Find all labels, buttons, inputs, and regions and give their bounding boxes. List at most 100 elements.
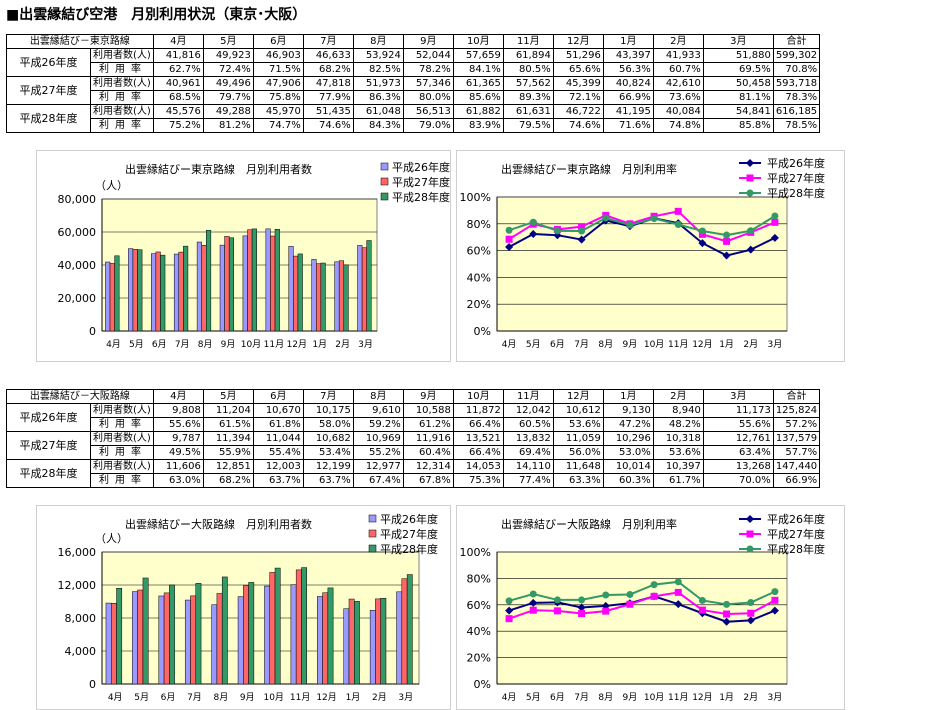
users-label-cell: 利用者数(人) bbox=[90, 104, 154, 119]
legend-label: 平成26年度 bbox=[767, 156, 825, 170]
x-tick-label: 5月 bbox=[526, 692, 541, 703]
bar-平成27年度 bbox=[109, 263, 115, 332]
data-point bbox=[747, 227, 755, 235]
users-value-cell: 51,880 bbox=[702, 48, 774, 63]
x-tick-label: 11月 bbox=[668, 339, 688, 350]
y-tick-label: 8,000 bbox=[65, 612, 97, 625]
users-value-cell: 12,761 bbox=[702, 431, 774, 446]
month-header-cell: 12月 bbox=[552, 389, 604, 404]
data-point bbox=[770, 233, 779, 242]
series-line-平成28年度 bbox=[508, 215, 776, 237]
rate-value-cell: 79.5% bbox=[502, 118, 554, 133]
series-line-平成27年度 bbox=[508, 591, 776, 620]
rate-label-cell: 利用率 bbox=[90, 473, 154, 488]
x-tick-label: 8月 bbox=[214, 692, 229, 703]
rate-value-cell: 68.2% bbox=[302, 62, 354, 77]
rate-value-cell: 77.9% bbox=[302, 90, 354, 105]
users-value-cell: 12,314 bbox=[402, 459, 454, 474]
bar-平成26年度 bbox=[334, 261, 340, 332]
data-point bbox=[722, 251, 731, 260]
data-point bbox=[529, 218, 537, 226]
users-label-cell: 利用者数(人) bbox=[90, 403, 154, 418]
data-point bbox=[674, 588, 682, 596]
table-row: 平成26年度 利用者数(人) 41,816 49,923 46,903 46,633 53,… bbox=[6, 48, 821, 77]
rate-value-cell: 66.9% bbox=[772, 473, 821, 488]
bar-平成26年度 bbox=[211, 604, 218, 685]
data-point bbox=[723, 237, 731, 245]
rate-value-cell: 85.8% bbox=[702, 118, 774, 133]
users-value-cell: 57,659 bbox=[452, 48, 504, 63]
users-label-cell: 利用者数(人) bbox=[90, 48, 154, 63]
month-header-cell: 10月 bbox=[452, 389, 504, 404]
bar-平成27年度 bbox=[322, 592, 329, 685]
bar-平成26年度 bbox=[196, 241, 202, 332]
data-point bbox=[698, 606, 706, 614]
table-header-row: 出雲縁結び－大阪路線 4月 5月 6月 7月 8月 9月 10月 11月 12月 1月 2月 3月 合計 bbox=[6, 389, 821, 404]
y-tick-label: 40% bbox=[467, 625, 491, 638]
bar-平成27年度 bbox=[270, 235, 276, 332]
table-header-row: 出雲縁結び－東京路線 4月 5月 6月 7月 8月 9月 10月 11月 12月 1月 2月 3月 合計 bbox=[6, 34, 821, 49]
rate-value-cell: 63.7% bbox=[302, 473, 354, 488]
data-point bbox=[698, 227, 706, 235]
x-tick-label: 7月 bbox=[175, 339, 190, 350]
y-tick-label: 12,000 bbox=[58, 579, 97, 592]
data-point bbox=[650, 581, 658, 589]
bar-平成28年度 bbox=[274, 229, 280, 332]
bar-平成27年度 bbox=[163, 592, 170, 685]
rate-value-cell: 68.5% bbox=[152, 90, 204, 105]
total-header-cell: 合計 bbox=[772, 389, 821, 404]
users-value-cell: 10,682 bbox=[302, 431, 354, 446]
x-tick-label: 12月 bbox=[692, 339, 712, 350]
bar-平成27年度 bbox=[401, 578, 408, 685]
legend-marker bbox=[746, 159, 754, 167]
legend-label: 平成26年度 bbox=[392, 160, 450, 174]
bar-平成26年度 bbox=[219, 244, 225, 332]
users-value-cell: 61,882 bbox=[452, 104, 504, 119]
bar-平成26年度 bbox=[357, 245, 363, 332]
x-tick-label: 8月 bbox=[198, 339, 213, 350]
data-point bbox=[529, 229, 538, 238]
x-tick-label: 5月 bbox=[134, 692, 149, 703]
data-point bbox=[553, 607, 561, 615]
legend-swatch bbox=[380, 192, 389, 201]
users-value-cell: 43,397 bbox=[602, 48, 654, 63]
rate-value-cell: 86.3% bbox=[352, 90, 404, 105]
users-value-cell: 49,288 bbox=[202, 104, 254, 119]
x-tick-label: 1月 bbox=[312, 339, 327, 350]
rate-value-cell: 74.6% bbox=[552, 118, 604, 133]
users-value-cell: 9,610 bbox=[352, 403, 404, 418]
users-value-cell: 11,204 bbox=[202, 403, 254, 418]
chart-title: 出雲縁結びー大阪路線 月別利用者数 bbox=[125, 517, 312, 531]
tokyo-route-table: 出雲縁結び－東京路線 4月 5月 6月 7月 8月 9月 10月 11月 12月 1月 2月 3月 合計平… bbox=[6, 34, 821, 133]
rate-value-cell: 69.5% bbox=[702, 62, 774, 77]
bar-平成27年度 bbox=[224, 236, 230, 332]
data-point bbox=[650, 215, 658, 223]
users-value-cell: 10,397 bbox=[652, 459, 704, 474]
y-tick-label: 40% bbox=[467, 271, 491, 284]
x-tick-label: 4月 bbox=[502, 339, 517, 350]
total-header-cell: 合計 bbox=[772, 34, 821, 49]
table-row: 平成27年度 利用者数(人) 9,787 11,394 11,044 10,682 10,9… bbox=[6, 431, 821, 460]
users-value-cell: 40,824 bbox=[602, 76, 654, 91]
y-tick-label: 0% bbox=[474, 325, 491, 338]
data-point bbox=[746, 616, 755, 625]
rate-value-cell: 60.4% bbox=[402, 445, 454, 460]
data-point bbox=[505, 606, 514, 615]
x-tick-label: 12月 bbox=[316, 692, 336, 703]
x-tick-label: 2月 bbox=[743, 692, 758, 703]
users-value-cell: 49,496 bbox=[202, 76, 254, 91]
osaka-rate-chart: 0% 20% 40% 60% 80% 100% 4月 5月 6月 7月 8月 9月 10月 11月 12月 1… bbox=[456, 505, 845, 710]
chart-title: 出雲縁結びー東京路線 月別利用率 bbox=[501, 162, 677, 176]
y-tick-label: 0% bbox=[474, 678, 491, 691]
rate-value-cell: 55.2% bbox=[352, 445, 404, 460]
tokyo-rate-chart-svg: 0% 20% 40% 60% 80% 100% 4月 5月 6月 7月 8月 9月 10月 11月 12月 1… bbox=[460, 156, 825, 350]
data-point bbox=[771, 218, 779, 226]
data-point bbox=[747, 599, 755, 607]
x-tick-label: 1月 bbox=[346, 692, 361, 703]
rate-value-cell: 80.0% bbox=[402, 90, 454, 105]
users-value-cell: 11,044 bbox=[252, 431, 304, 446]
legend-marker bbox=[746, 515, 754, 523]
legend-label: 平成26年度 bbox=[380, 512, 438, 526]
rate-value-cell: 65.6% bbox=[552, 62, 604, 77]
bar-平成26年度 bbox=[317, 596, 323, 685]
